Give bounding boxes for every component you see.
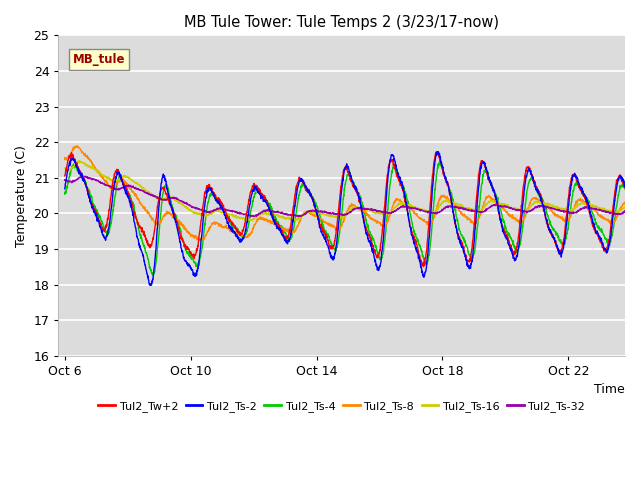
Text: MB_tule: MB_tule — [72, 53, 125, 66]
X-axis label: Time: Time — [595, 384, 625, 396]
Title: MB Tule Tower: Tule Temps 2 (3/23/17-now): MB Tule Tower: Tule Temps 2 (3/23/17-now… — [184, 15, 499, 30]
Y-axis label: Temperature (C): Temperature (C) — [15, 144, 28, 247]
Legend: Tul2_Tw+2, Tul2_Ts-2, Tul2_Ts-4, Tul2_Ts-8, Tul2_Ts-16, Tul2_Ts-32: Tul2_Tw+2, Tul2_Ts-2, Tul2_Ts-4, Tul2_Ts… — [94, 396, 589, 416]
